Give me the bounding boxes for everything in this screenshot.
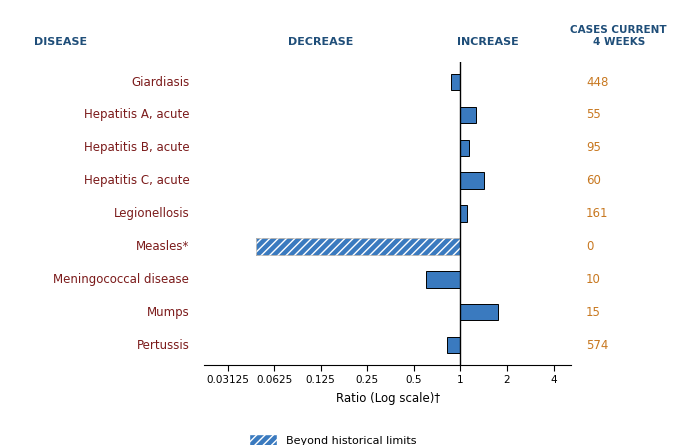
Text: 161: 161	[586, 207, 609, 220]
Text: Hepatitis B, acute: Hepatitis B, acute	[84, 142, 189, 154]
Text: 10: 10	[586, 273, 600, 286]
Text: Legionellosis: Legionellosis	[114, 207, 189, 220]
Bar	[447, 337, 460, 353]
Bar	[426, 271, 460, 287]
X-axis label: Ratio (Log scale)†: Ratio (Log scale)†	[335, 392, 440, 405]
Text: 60: 60	[586, 174, 600, 187]
Text: DISEASE: DISEASE	[34, 37, 87, 47]
Bar	[256, 238, 460, 255]
Text: Hepatitis C, acute: Hepatitis C, acute	[84, 174, 189, 187]
Bar	[460, 173, 484, 189]
Text: Meningococcal disease: Meningococcal disease	[54, 273, 189, 286]
Text: INCREASE: INCREASE	[457, 37, 519, 47]
Text: Measles*: Measles*	[136, 240, 189, 253]
Text: Mumps: Mumps	[147, 306, 189, 319]
Bar	[256, 238, 460, 255]
Bar	[451, 74, 460, 90]
Bar	[460, 304, 498, 320]
Bar	[460, 206, 467, 222]
Text: 448: 448	[586, 76, 609, 89]
Text: 574: 574	[586, 339, 609, 352]
Bar	[460, 140, 469, 156]
Text: 15: 15	[586, 306, 600, 319]
Text: 55: 55	[586, 109, 600, 121]
Bar	[460, 107, 477, 123]
Text: CASES CURRENT
4 WEEKS: CASES CURRENT 4 WEEKS	[571, 25, 667, 47]
Text: Hepatitis A, acute: Hepatitis A, acute	[84, 109, 189, 121]
Text: Pertussis: Pertussis	[137, 339, 189, 352]
Legend: Beyond historical limits: Beyond historical limits	[245, 430, 420, 445]
Text: 0: 0	[586, 240, 593, 253]
Text: 95: 95	[586, 142, 600, 154]
Text: Giardiasis: Giardiasis	[131, 76, 189, 89]
Text: DECREASE: DECREASE	[288, 37, 354, 47]
